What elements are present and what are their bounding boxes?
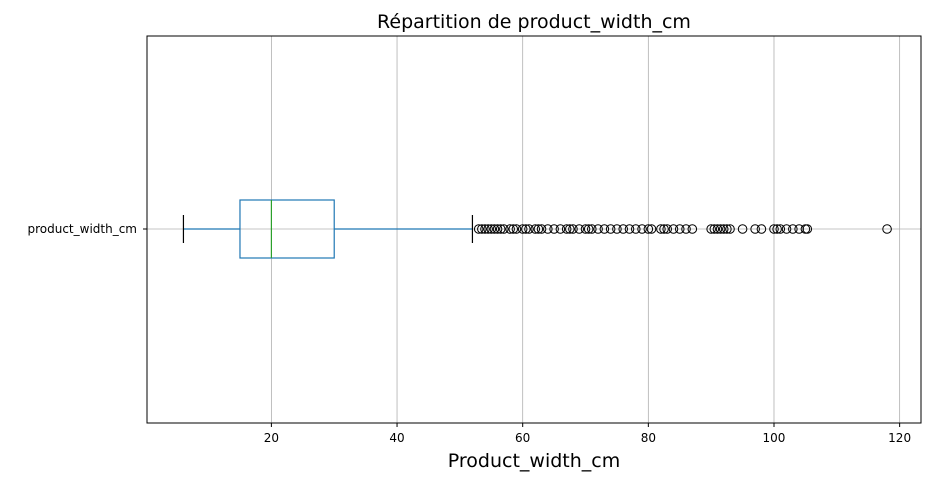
- outlier-point: [706, 224, 716, 234]
- outlier-point: [788, 224, 798, 234]
- boxplot-body: [182, 199, 474, 259]
- outlier-point: [543, 224, 553, 234]
- outlier-point: [486, 224, 497, 234]
- outlier-point: [517, 224, 528, 234]
- outlier-point: [750, 224, 760, 234]
- outlier-point: [802, 224, 813, 234]
- outlier-point: [477, 224, 487, 234]
- chart-title: Répartition de product_width_cm: [377, 11, 691, 33]
- x-tick-label: 100: [763, 431, 786, 445]
- outlier-point: [495, 224, 506, 234]
- outlier-point: [605, 224, 616, 234]
- outlier-point: [756, 224, 767, 234]
- outlier-point: [687, 224, 698, 234]
- outlier-point: [624, 224, 635, 234]
- outlier-point: [769, 224, 779, 234]
- outlier-point: [533, 224, 544, 234]
- outlier-point: [489, 224, 500, 234]
- outlier-point: [530, 224, 541, 234]
- x-tick-label: 60: [515, 431, 530, 445]
- outlier-point: [565, 224, 575, 234]
- outlier-point: [511, 224, 522, 234]
- outlier-point: [473, 224, 484, 234]
- outlier-point: [772, 224, 782, 234]
- outlier-point: [536, 224, 547, 234]
- outlier-point: [483, 224, 493, 234]
- outlier-point: [637, 224, 647, 234]
- outlier-point: [646, 224, 657, 234]
- outlier-point: [737, 224, 748, 234]
- outlier-point: [643, 224, 654, 234]
- x-tick-label: 120: [888, 431, 911, 445]
- outlier-point: [549, 224, 559, 234]
- outlier-point: [505, 224, 515, 234]
- outlier-point: [499, 224, 509, 234]
- outlier-point: [725, 224, 735, 234]
- outlier-point: [583, 224, 594, 234]
- outlier-point: [521, 224, 531, 234]
- outlier-point: [561, 224, 572, 234]
- x-tick-label: 80: [641, 431, 656, 445]
- outlier-point: [618, 224, 629, 234]
- outlier-point: [722, 224, 732, 234]
- outlier-point: [508, 224, 519, 234]
- outlier-point: [593, 224, 603, 234]
- x-tick-label: 20: [264, 431, 279, 445]
- outlier-point: [709, 224, 720, 234]
- outlier-point: [718, 224, 729, 234]
- outlier-point: [612, 224, 622, 234]
- outlier-point: [715, 224, 726, 234]
- axis-ticks: 20 40 60 80 100 120: [264, 423, 911, 445]
- outlier-point: [662, 224, 672, 234]
- outlier-point: [492, 224, 503, 234]
- outlier-point: [781, 224, 792, 234]
- outlier-points: [473, 224, 892, 234]
- outlier-point: [480, 224, 490, 234]
- outlier-point: [586, 224, 597, 234]
- outlier-point: [681, 224, 691, 234]
- outlier-point: [674, 224, 685, 234]
- outlier-point: [630, 224, 641, 234]
- outlier-point: [524, 224, 534, 234]
- y-tick-label: product_width_cm: [27, 222, 137, 236]
- outlier-point: [668, 224, 679, 234]
- outlier-point: [712, 224, 723, 234]
- outlier-point: [580, 224, 591, 234]
- outlier-point: [882, 224, 892, 234]
- outlier-point: [568, 224, 578, 234]
- outlier-point: [574, 224, 585, 234]
- x-axis-label: Product_width_cm: [448, 450, 620, 472]
- x-tick-label: 40: [389, 431, 404, 445]
- outlier-point: [775, 224, 786, 234]
- outlier-point: [656, 224, 666, 234]
- iqr-box: [239, 199, 335, 259]
- outlier-point: [599, 224, 610, 234]
- outlier-point: [659, 224, 669, 234]
- outlier-point: [555, 224, 566, 234]
